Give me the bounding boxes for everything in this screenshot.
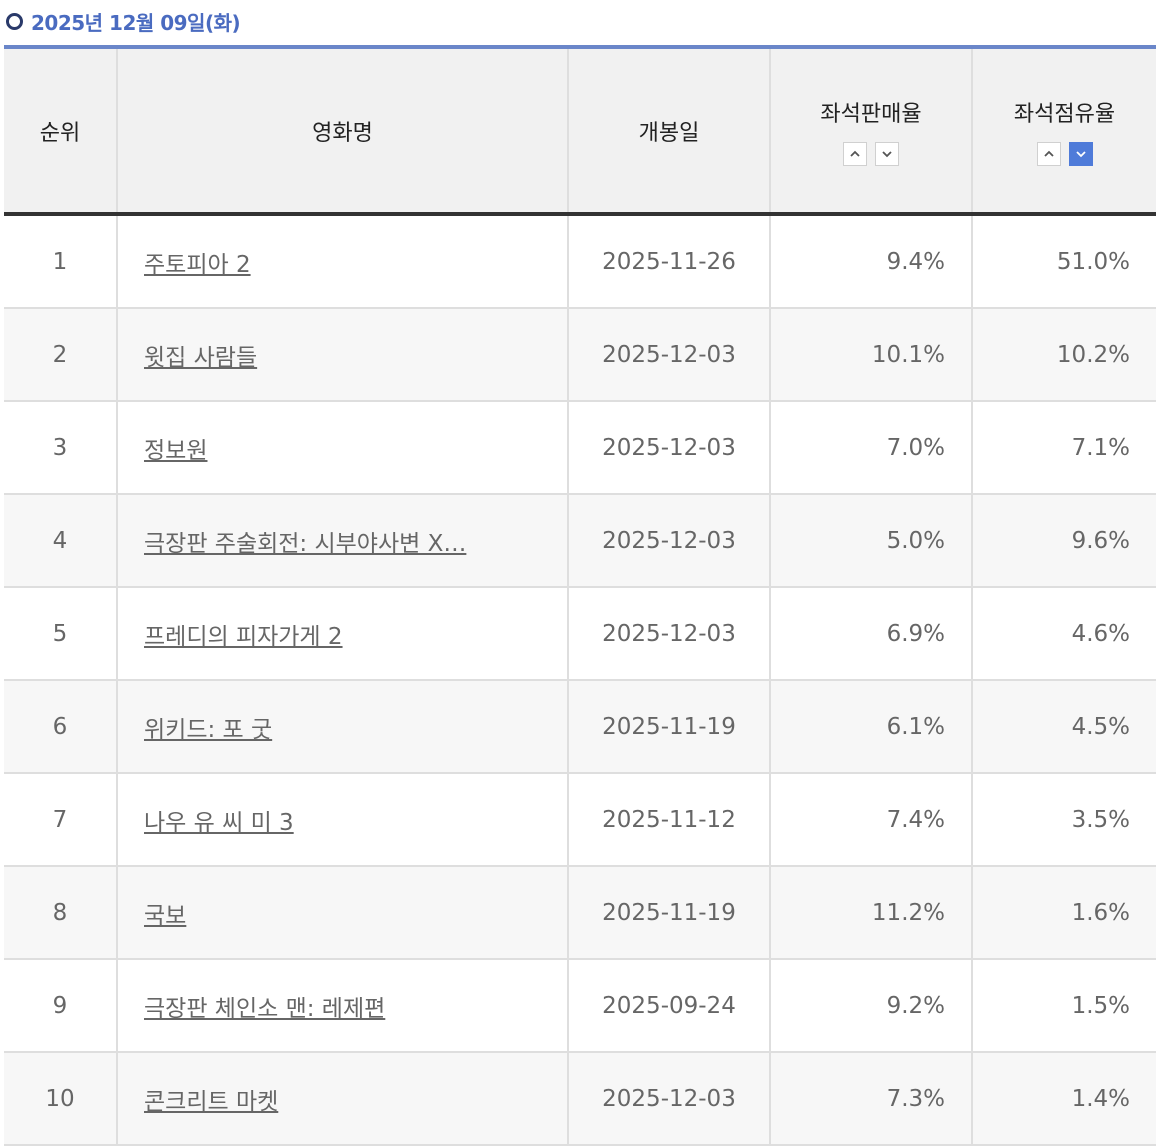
- seat-sales-rate-cell: 6.1%: [770, 680, 973, 774]
- date-heading: 2025년 12월 09일(화): [6, 6, 241, 36]
- seat-share-rate-cell: 3.5%: [972, 773, 1156, 867]
- release-date-cell: 2025-12-03: [568, 308, 771, 402]
- movie-title-link[interactable]: 극장판 체인소 맨: 레제편: [144, 995, 386, 1022]
- rank-cell: 8: [4, 866, 118, 960]
- header-seat-sales-rate: 좌석판매율: [770, 49, 973, 216]
- rank-cell: 5: [4, 587, 118, 681]
- seat-sales-rate-cell: 9.2%: [770, 959, 973, 1053]
- seat-sales-rate-cell: 11.2%: [770, 866, 973, 960]
- title-cell: 정보원: [117, 401, 569, 495]
- heading-divider: [4, 45, 1156, 49]
- seat-share-rate-cell: 10.2%: [972, 308, 1156, 402]
- title-cell: 콘크리트 마켓: [117, 1052, 569, 1146]
- rank-cell: 9: [4, 959, 118, 1053]
- seat-sales-rate-sort: [771, 141, 971, 166]
- seat-share-rate-cell: 1.6%: [972, 866, 1156, 960]
- release-date-cell: 2025-12-03: [568, 494, 771, 588]
- table-header-row: 순위 영화명 개봉일 좌석판매율 좌석점유율: [4, 49, 1156, 216]
- rank-cell: 4: [4, 494, 118, 588]
- seat-share-rate-sort: [973, 141, 1156, 166]
- header-title: 영화명: [117, 49, 569, 216]
- seat-share-rate-cell: 4.6%: [972, 587, 1156, 681]
- title-cell: 프레디의 피자가게 2: [117, 587, 569, 681]
- rank-cell: 7: [4, 773, 118, 867]
- table-row: 9 극장판 체인소 맨: 레제편 2025-09-24 9.2% 1.5%: [4, 959, 1156, 1053]
- movie-title-link[interactable]: 정보원: [144, 437, 208, 464]
- caret-down-icon: [1075, 150, 1086, 157]
- table-row: 8 국보 2025-11-19 11.2% 1.6%: [4, 866, 1156, 960]
- caret-up-icon: [850, 150, 860, 157]
- movie-title-link[interactable]: 콘크리트 마켓: [144, 1088, 279, 1115]
- release-date-cell: 2025-11-12: [568, 773, 771, 867]
- seat-share-rate-cell: 1.4%: [972, 1052, 1156, 1146]
- caret-up-icon: [1043, 150, 1054, 157]
- title-cell: 주토피아 2: [117, 214, 569, 309]
- release-date-cell: 2025-09-24: [568, 959, 771, 1053]
- release-date-cell: 2025-12-03: [568, 401, 771, 495]
- box-office-table: 순위 영화명 개봉일 좌석판매율 좌석점유율: [4, 49, 1156, 1146]
- seat-share-rate-cell: 7.1%: [972, 401, 1156, 495]
- movie-title-link[interactable]: 프레디의 피자가게 2: [144, 623, 343, 650]
- title-cell: 윗집 사람들: [117, 308, 569, 402]
- rank-cell: 3: [4, 401, 118, 495]
- seat-share-rate-cell: 51.0%: [972, 214, 1156, 309]
- header-release-date: 개봉일: [568, 49, 771, 216]
- seat-sales-rate-cell: 5.0%: [770, 494, 973, 588]
- seat-sales-rate-label: 좌석판매율: [820, 101, 922, 127]
- date-heading-text: 2025년 12월 09일(화): [31, 10, 241, 35]
- caret-down-icon: [882, 150, 892, 157]
- movie-title-link[interactable]: 극장판 주술회전: 시부야사변 X…: [144, 530, 467, 557]
- table-row: 7 나우 유 씨 미 3 2025-11-12 7.4% 3.5%: [4, 773, 1156, 867]
- seat-sales-rate-cell: 7.0%: [770, 401, 973, 495]
- table-row: 10 콘크리트 마켓 2025-12-03 7.3% 1.4%: [4, 1052, 1156, 1146]
- release-date-cell: 2025-12-03: [568, 587, 771, 681]
- release-date-cell: 2025-11-26: [568, 214, 771, 309]
- movie-title-link[interactable]: 윗집 사람들: [144, 344, 258, 371]
- table-row: 5 프레디의 피자가게 2 2025-12-03 6.9% 4.6%: [4, 587, 1156, 681]
- seat-share-rate-cell: 9.6%: [972, 494, 1156, 588]
- rank-cell: 10: [4, 1052, 118, 1146]
- table-row: 4 극장판 주술회전: 시부야사변 X… 2025-12-03 5.0% 9.6…: [4, 494, 1156, 588]
- title-cell: 나우 유 씨 미 3: [117, 773, 569, 867]
- rank-cell: 2: [4, 308, 118, 402]
- seat-sales-rate-cell: 7.4%: [770, 773, 973, 867]
- title-cell: 국보: [117, 866, 569, 960]
- sort-sales-asc-button[interactable]: [843, 141, 867, 166]
- title-cell: 위키드: 포 굿: [117, 680, 569, 774]
- seat-share-rate-cell: 1.5%: [972, 959, 1156, 1053]
- circle-bullet-icon: [6, 12, 23, 30]
- table-row: 2 윗집 사람들 2025-12-03 10.1% 10.2%: [4, 308, 1156, 402]
- table-row: 3 정보원 2025-12-03 7.0% 7.1%: [4, 401, 1156, 495]
- title-cell: 극장판 주술회전: 시부야사변 X…: [117, 494, 569, 588]
- table-row: 6 위키드: 포 굿 2025-11-19 6.1% 4.5%: [4, 680, 1156, 774]
- seat-sales-rate-cell: 9.4%: [770, 214, 973, 309]
- seat-sales-rate-cell: 7.3%: [770, 1052, 973, 1146]
- header-rank: 순위: [4, 49, 118, 216]
- release-date-cell: 2025-11-19: [568, 680, 771, 774]
- movie-title-link[interactable]: 위키드: 포 굿: [144, 716, 273, 743]
- seat-sales-rate-cell: 10.1%: [770, 308, 973, 402]
- sort-sales-desc-button[interactable]: [875, 141, 899, 166]
- movie-title-link[interactable]: 국보: [144, 902, 187, 929]
- sort-share-desc-button[interactable]: [1068, 141, 1093, 166]
- table-row: 1 주토피아 2 2025-11-26 9.4% 51.0%: [4, 214, 1156, 309]
- title-cell: 극장판 체인소 맨: 레제편: [117, 959, 569, 1053]
- rank-cell: 1: [4, 214, 118, 309]
- release-date-cell: 2025-11-19: [568, 866, 771, 960]
- release-date-cell: 2025-12-03: [568, 1052, 771, 1146]
- seat-sales-rate-cell: 6.9%: [770, 587, 973, 681]
- seat-share-rate-cell: 4.5%: [972, 680, 1156, 774]
- rank-cell: 6: [4, 680, 118, 774]
- movie-title-link[interactable]: 나우 유 씨 미 3: [144, 809, 294, 836]
- seat-share-rate-label: 좌석점유율: [1013, 101, 1116, 127]
- header-seat-share-rate: 좌석점유율: [972, 49, 1156, 216]
- movie-title-link[interactable]: 주토피아 2: [144, 251, 251, 278]
- sort-share-asc-button[interactable]: [1036, 141, 1061, 166]
